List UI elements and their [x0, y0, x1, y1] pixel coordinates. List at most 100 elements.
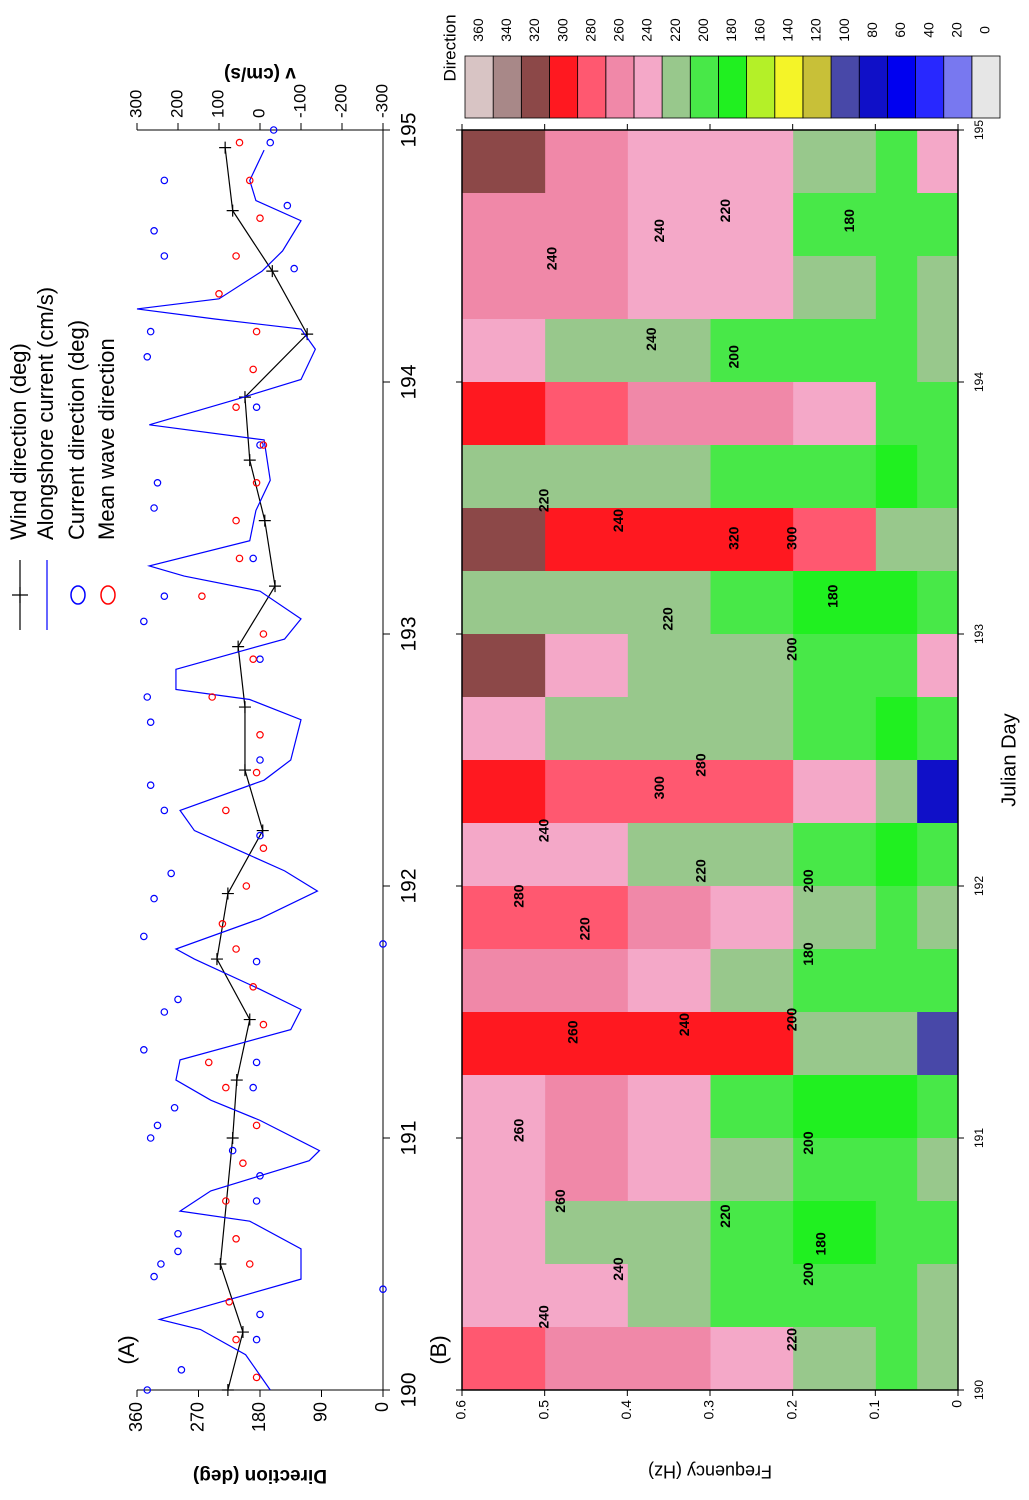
heat-cell — [916, 885, 959, 949]
colorbar-swatch — [689, 55, 719, 119]
y-tick-label: 360 — [126, 1402, 146, 1432]
heat-cell — [792, 192, 876, 256]
contour-label: 240 — [610, 1257, 626, 1281]
series-line — [216, 147, 308, 1391]
circle-marker — [143, 693, 152, 701]
heat-cell — [544, 570, 628, 634]
heat-cell — [875, 1137, 918, 1201]
y-tick-label: 0 — [372, 1402, 392, 1412]
circle-marker — [140, 932, 148, 941]
panel-label: (A) — [114, 1335, 139, 1364]
heat-cell — [916, 192, 959, 256]
heat-cell — [462, 948, 546, 1012]
contour-label: 200 — [783, 637, 799, 661]
heat-cell — [544, 696, 628, 760]
colorbar-swatch — [718, 55, 747, 119]
heat-cell — [916, 822, 959, 886]
y2-tick-label: -100 — [290, 84, 309, 118]
circle-marker — [143, 1386, 152, 1394]
heat-cell — [462, 822, 546, 886]
y-tick-label: 0.1 — [866, 1400, 882, 1420]
contour-label: 240 — [651, 219, 667, 243]
contour-label: 280 — [511, 884, 527, 908]
contour-label: 260 — [552, 1189, 568, 1213]
contour-label: 300 — [783, 526, 799, 550]
heat-cell — [627, 759, 711, 823]
circle-marker — [235, 554, 244, 563]
heat-cell — [792, 885, 876, 949]
circle-marker — [160, 592, 169, 601]
heat-cell — [875, 885, 918, 949]
heat-cell — [462, 1326, 546, 1390]
circle-marker — [239, 1159, 247, 1168]
colorbar-label: 60 — [892, 22, 908, 38]
contour-label: 220 — [692, 859, 708, 883]
contour-label: 220 — [717, 199, 733, 223]
circle-marker — [252, 1197, 261, 1205]
heat-cell — [875, 759, 918, 823]
plus-marker — [269, 580, 282, 593]
heat-cell — [792, 1011, 876, 1075]
heat-cell — [462, 255, 546, 319]
heat-cell — [544, 1011, 628, 1075]
heat-cell — [462, 192, 546, 256]
heat-cell — [627, 633, 711, 697]
heat-cell — [875, 1263, 918, 1327]
colorbar-swatch — [774, 55, 804, 119]
heat-cell — [792, 1263, 876, 1327]
contour-label: 320 — [726, 526, 742, 550]
circle-marker — [150, 504, 158, 512]
heat-cell — [544, 822, 628, 886]
heat-cell — [544, 318, 628, 382]
heat-cell — [627, 1074, 711, 1138]
heat-cell — [544, 759, 628, 823]
y-tick-label: 180 — [249, 1402, 269, 1432]
colorbar-label: 40 — [920, 22, 936, 38]
heat-cell — [627, 444, 711, 508]
y-tick-label: 0 — [949, 1400, 965, 1408]
legend-circle — [100, 585, 116, 605]
heat-cell — [462, 1200, 546, 1264]
circle-marker — [140, 1045, 148, 1054]
circle-marker — [252, 768, 261, 777]
series-line — [136, 149, 321, 1391]
heat-cell — [875, 570, 918, 634]
heat-cell — [462, 381, 546, 445]
x-tick-label: 193 — [972, 624, 986, 644]
heat-cell — [710, 129, 794, 193]
colorbar-label: 100 — [836, 18, 852, 42]
circle-marker — [146, 1134, 155, 1142]
heat-cell — [710, 192, 794, 256]
heat-cell — [627, 381, 711, 445]
circle-marker — [256, 831, 264, 840]
plus-marker — [243, 1013, 256, 1026]
colorbar-label: 260 — [611, 18, 627, 42]
colorbar-label: 140 — [780, 18, 796, 42]
heat-cell — [875, 444, 918, 508]
circle-marker — [160, 252, 169, 260]
y-tick-label: 0.3 — [701, 1400, 717, 1420]
x-tick-label: 194 — [972, 372, 986, 392]
heat-cell — [462, 1074, 546, 1138]
y2-axis-title: v (cm/s) — [224, 63, 296, 84]
circle-marker — [167, 869, 175, 878]
heat-cell — [710, 507, 794, 571]
circle-marker — [140, 617, 148, 626]
heat-cell — [462, 633, 546, 697]
x-tick-label: 195 — [972, 120, 986, 140]
circle-marker — [259, 1020, 268, 1029]
heat-cell — [710, 1011, 794, 1075]
y-tick-label: 0.4 — [618, 1400, 634, 1420]
legend-label: Mean wave direction — [94, 338, 119, 540]
y-tick-label: 90 — [310, 1402, 330, 1422]
circle-marker — [256, 214, 264, 222]
heat-cell — [544, 948, 628, 1012]
contour-label: 300 — [651, 776, 667, 800]
heat-cell — [627, 1200, 711, 1264]
heat-cell — [916, 255, 959, 319]
heat-cell — [544, 129, 628, 193]
circle-marker — [160, 1008, 169, 1016]
colorbar-label: 0 — [977, 26, 993, 34]
heat-cell — [792, 318, 876, 382]
